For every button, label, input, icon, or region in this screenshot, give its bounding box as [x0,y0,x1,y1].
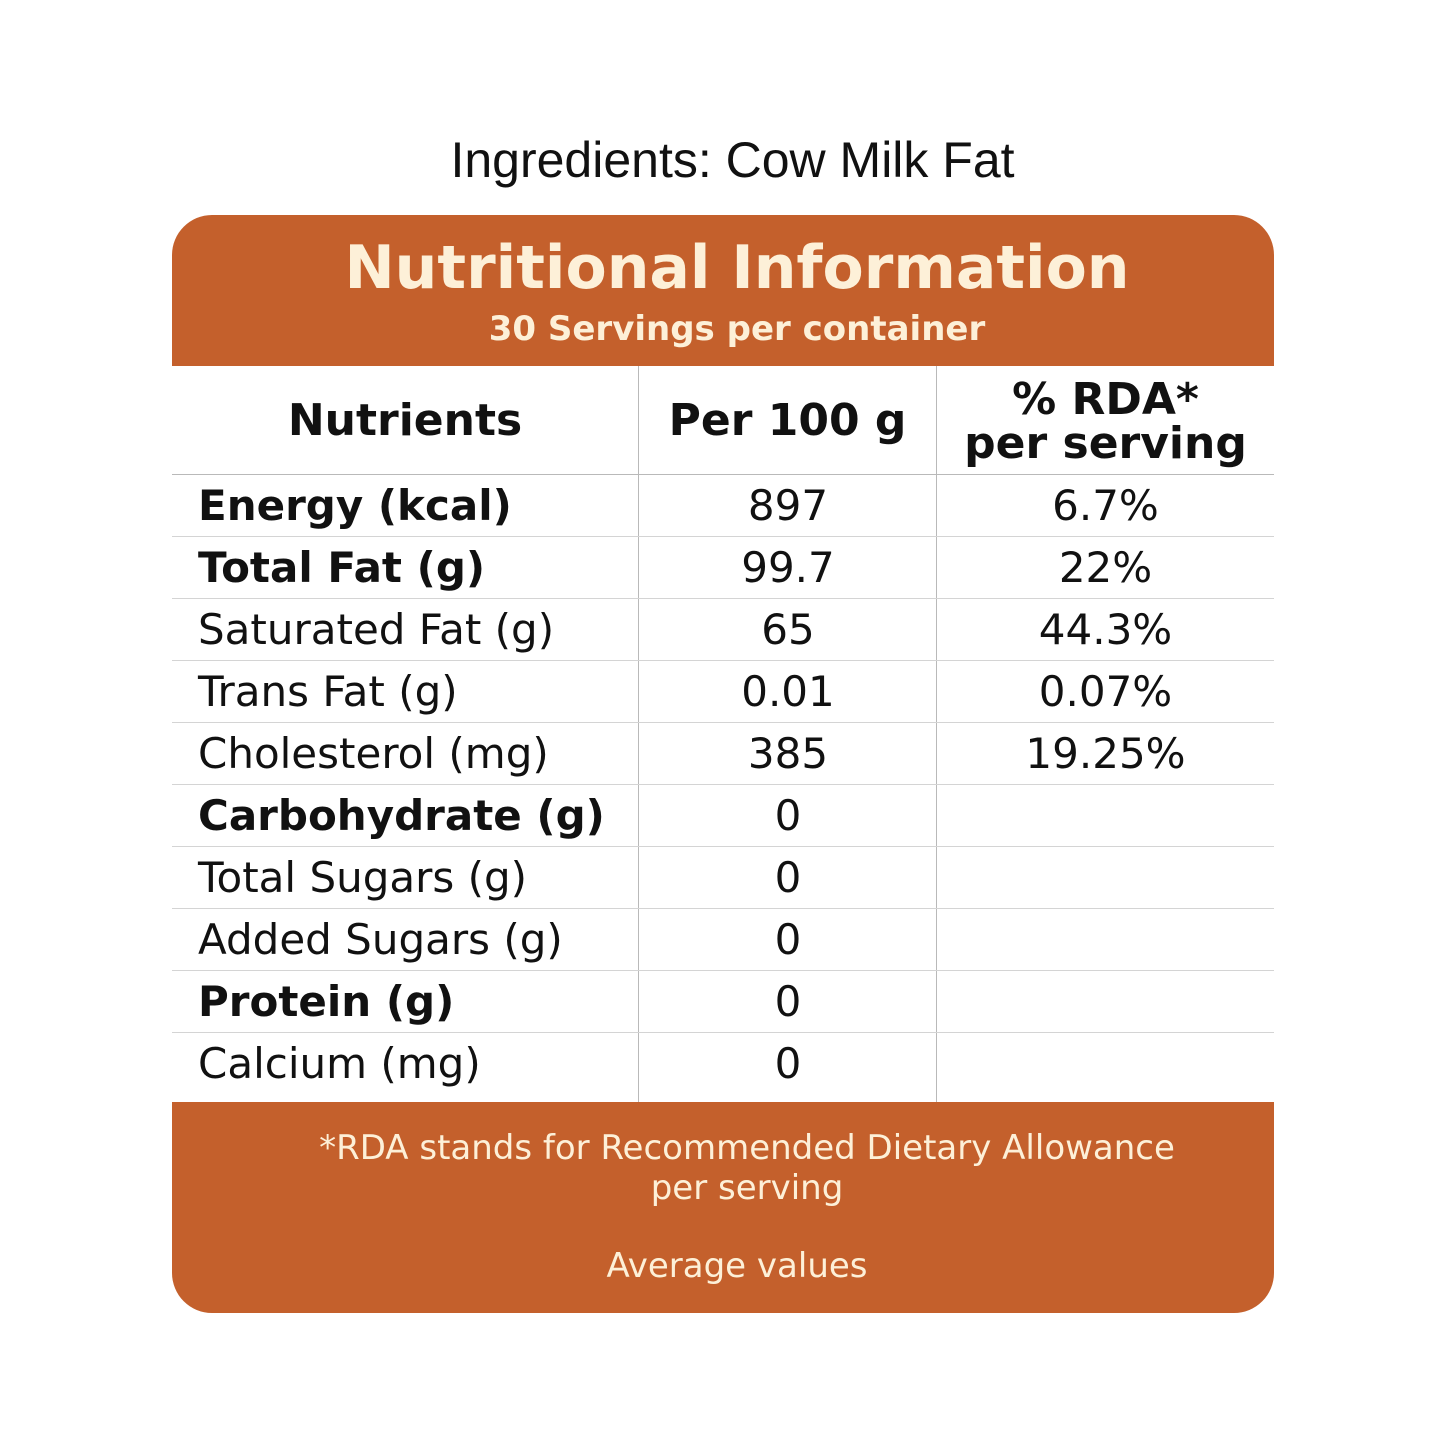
row-divider [172,1032,1274,1033]
per-100g-value: 0 [774,791,802,840]
rda-value [937,785,1274,847]
header-rda-line2: per serving [964,417,1247,469]
per-100g-value: 99.7 [741,543,835,592]
nutrient-name: Total Fat (g) [198,543,486,592]
rda-value: 44.3% [1038,605,1173,654]
rda-value: 6.7% [1052,481,1159,530]
table-row: Energy (kcal) 897 6.7% [172,475,1274,537]
header-nutrients: Nutrients [287,394,523,446]
column-divider [638,366,639,1102]
column-divider [936,366,937,1102]
ingredients-line: Ingredients: Cow Milk Fat [450,132,1015,188]
table-row: Calcium (mg) 0 [172,1033,1274,1095]
nutrient-name: Added Sugars (g) [198,915,563,964]
panel-footer: *RDA stands for Recommended Dietary Allo… [172,1102,1274,1313]
nutrient-name: Protein (g) [198,977,455,1026]
panel-header: Nutritional Information 30 Servings per … [172,215,1274,366]
rda-footnote-line2: per serving [650,1168,844,1208]
header-per-100g: Per 100 g [668,394,907,446]
header-divider [172,474,1274,475]
nutrient-name: Carbohydrate (g) [198,791,605,840]
rda-footnote: *RDA stands for Recommended Dietary Allo… [192,1128,1274,1208]
row-divider [172,598,1274,599]
nutrient-name: Calcium (mg) [198,1039,481,1088]
per-100g-value: 65 [761,605,815,654]
nutrient-name: Cholesterol (mg) [198,729,549,778]
row-divider [172,908,1274,909]
header-rda: % RDA* per serving [937,366,1274,475]
average-values-note: Average values [606,1246,868,1286]
header-rda-line1: % RDA* [1012,373,1199,425]
per-100g-value: 0 [774,853,802,902]
rda-value: 0.07% [1038,667,1173,716]
rda-value: 22% [1058,543,1153,592]
nutrient-name: Saturated Fat (g) [198,605,555,654]
rda-value: 19.25% [1025,729,1186,778]
nutrient-name: Total Sugars (g) [198,853,528,902]
panel-title: Nutritional Information [344,233,1130,303]
nutrient-name: Trans Fat (g) [198,667,458,716]
table-row: Saturated Fat (g) 65 44.3% [172,599,1274,661]
per-100g-value: 897 [747,481,829,530]
nutrition-panel: Nutritional Information 30 Servings per … [172,215,1274,1313]
row-divider [172,784,1274,785]
table-row: Cholesterol (mg) 385 19.25% [172,723,1274,785]
row-divider [172,722,1274,723]
per-100g-value: 385 [747,729,829,778]
row-divider [172,970,1274,971]
table-row: Trans Fat (g) 0.01 0.07% [172,661,1274,723]
per-100g-value: 0 [774,977,802,1026]
rda-value [937,971,1274,1033]
table-row: Added Sugars (g) 0 [172,909,1274,971]
rda-value [937,1033,1274,1095]
rda-value [937,909,1274,971]
row-divider [172,846,1274,847]
per-100g-value: 0.01 [741,667,835,716]
servings-per-container: 30 Servings per container [488,309,986,349]
table-row: Protein (g) 0 [172,971,1274,1033]
per-100g-value: 0 [774,915,802,964]
row-divider [172,660,1274,661]
table-row: Total Fat (g) 99.7 22% [172,537,1274,599]
nutrient-name: Energy (kcal) [198,481,512,530]
rda-value [937,847,1274,909]
row-divider [172,536,1274,537]
nutrition-table: Nutrients Per 100 g % RDA* per serving E… [172,366,1274,1102]
per-100g-value: 0 [774,1039,802,1088]
table-row: Carbohydrate (g) 0 [172,785,1274,847]
table-row: Total Sugars (g) 0 [172,847,1274,909]
rda-footnote-line1: *RDA stands for Recommended Dietary Allo… [319,1128,1175,1168]
